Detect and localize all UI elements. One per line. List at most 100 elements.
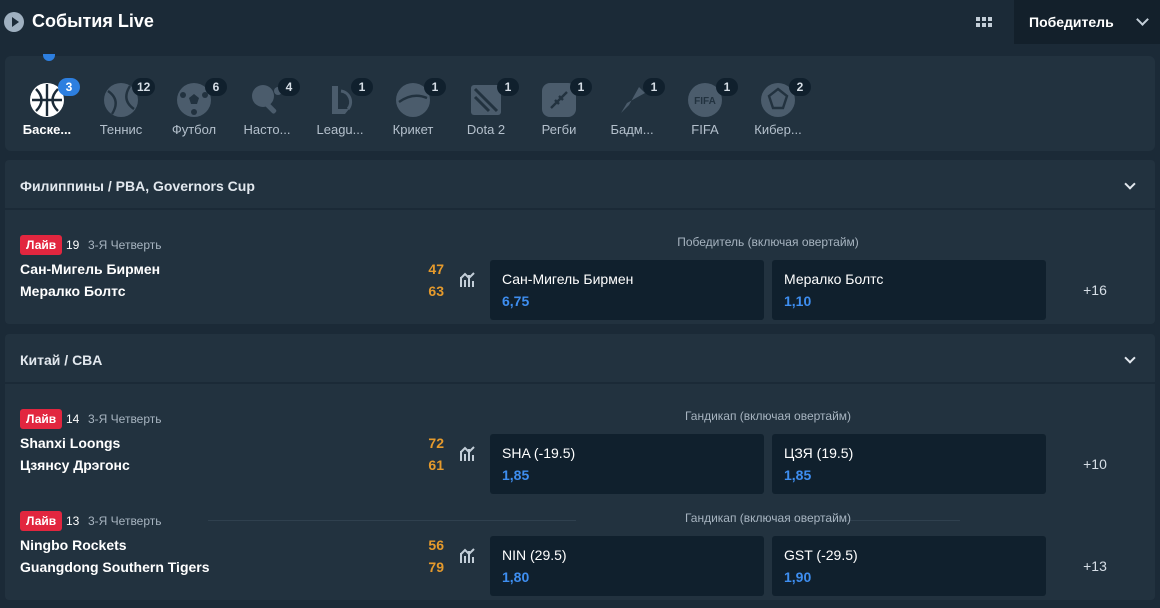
- sport-tab-label: Насто...: [243, 122, 291, 137]
- sport-count-badge: 4: [278, 78, 300, 96]
- sport-count-badge: 1: [351, 78, 373, 96]
- odd-button[interactable]: Мералко Болтс 1,10: [772, 260, 1046, 320]
- team-home[interactable]: Сан-Мигель Бирмен: [20, 261, 161, 277]
- league-header[interactable]: Филиппины / PBA, Governors Cup: [5, 160, 1155, 210]
- live-play-icon: [4, 12, 24, 32]
- sport-tab-cricket[interactable]: 1 Крикет: [376, 56, 450, 151]
- sport-tab-label: Теннис: [99, 122, 143, 137]
- sport-tab-rugby[interactable]: 1 Регби: [522, 56, 596, 151]
- badminton-icon: [615, 83, 649, 117]
- live-badge: Лайв: [20, 511, 63, 531]
- odd-value: 1,80: [502, 569, 530, 585]
- odd-button[interactable]: NIN (29.5) 1,80: [490, 536, 764, 596]
- event-row: Лайв 14 3-Я Четверть Shanxi Loongs Цзянс…: [5, 394, 1155, 496]
- sport-tab-label: Баске...: [22, 122, 72, 137]
- odd-button[interactable]: GST (-29.5) 1,90: [772, 536, 1046, 596]
- grid-view-icon[interactable]: [976, 17, 992, 27]
- collapse-chevron-icon[interactable]: [1124, 178, 1136, 190]
- odd-value: 1,10: [784, 293, 812, 309]
- league-section: Филиппины / PBA, Governors Cup Лайв 19 3…: [5, 160, 1155, 324]
- sport-tab-football[interactable]: 6 Футбол: [157, 56, 231, 151]
- sport-count-badge: 12: [132, 78, 156, 96]
- more-markets-link[interactable]: +10: [1083, 456, 1107, 472]
- sport-count-badge: 1: [643, 78, 665, 96]
- sport-tab-table-tennis[interactable]: 4 Насто...: [230, 56, 304, 151]
- statistics-icon[interactable]: [460, 446, 476, 467]
- more-markets-link[interactable]: +13: [1083, 558, 1107, 574]
- score-away: 79: [428, 559, 444, 575]
- match-period: 3-Я Четверть: [88, 412, 162, 426]
- sport-tab-badminton[interactable]: 1 Бадм...: [595, 56, 669, 151]
- league-header[interactable]: Китай / CBA: [5, 334, 1155, 384]
- league-of-legends-icon: [323, 83, 357, 117]
- sport-tab-tennis[interactable]: 12 Теннис: [84, 56, 158, 151]
- sport-tab-label: Dota 2: [466, 122, 506, 137]
- match-period: 3-Я Четверть: [88, 238, 162, 252]
- team-home[interactable]: Ningbo Rockets: [20, 537, 127, 553]
- league-name: Филиппины / PBA, Governors Cup: [20, 178, 255, 194]
- sport-count-badge: 3: [58, 78, 80, 96]
- team-home[interactable]: Shanxi Loongs: [20, 435, 121, 451]
- league-section: Китай / CBA Лайв 14 3-Я Четверть Shanxi …: [5, 334, 1155, 600]
- sport-tab-label: FIFA: [691, 122, 719, 137]
- sport-tab-dota2[interactable]: 1 Dota 2: [449, 56, 523, 151]
- market-type-label: Победитель: [1029, 14, 1114, 30]
- live-badge: Лайв: [20, 235, 63, 255]
- market-type-dropdown[interactable]: Победитель: [1014, 0, 1160, 44]
- sport-count-badge: 6: [205, 78, 227, 96]
- more-markets-link[interactable]: +16: [1083, 282, 1107, 298]
- odd-value: 1,90: [784, 569, 812, 585]
- score-away: 61: [428, 457, 444, 473]
- score-home: 56: [428, 537, 444, 553]
- sport-tab-league-of-legends[interactable]: 1 Leagu...: [303, 56, 377, 151]
- market-title: Гандикап (включая овертайм): [684, 511, 852, 525]
- statistics-icon[interactable]: [460, 272, 476, 293]
- sport-count-badge: 1: [716, 78, 738, 96]
- divider: [740, 520, 960, 521]
- page-title: События Live: [32, 11, 154, 31]
- sport-count-badge: 2: [789, 78, 811, 96]
- top-header: События Live Победитель: [0, 0, 1160, 44]
- sport-tab-cyber-football[interactable]: 2 Кибер...: [741, 56, 815, 151]
- team-away[interactable]: Цзянсу Дрэгонс: [20, 457, 130, 473]
- divider: [208, 520, 576, 521]
- odd-value: 1,85: [784, 467, 812, 483]
- active-sport-indicator: [43, 54, 55, 61]
- odd-label: Сан-Мигель Бирмен: [502, 271, 634, 287]
- match-period: 3-Я Четверть: [88, 514, 162, 528]
- sport-tab-basketball[interactable]: 3 Баске...: [10, 56, 84, 151]
- odd-button[interactable]: Сан-Мигель Бирмен 6,75: [490, 260, 764, 320]
- sport-tab-label: Футбол: [171, 122, 217, 137]
- team-away[interactable]: Мералко Болтс: [20, 283, 126, 299]
- score-away: 63: [428, 283, 444, 299]
- odd-button[interactable]: ЦЗЯ (19.5) 1,85: [772, 434, 1046, 494]
- score-home: 72: [428, 435, 444, 451]
- odd-label: GST (-29.5): [784, 547, 858, 563]
- event-row: Лайв 13 3-Я Четверть Ningbo Rockets Guan…: [5, 496, 1155, 598]
- statistics-icon[interactable]: [460, 548, 476, 569]
- sport-tab-label: Бадм...: [610, 122, 654, 137]
- market-title: Гандикап (включая овертайм): [684, 409, 852, 423]
- odd-label: NIN (29.5): [502, 547, 567, 563]
- odd-value: 1,85: [502, 467, 530, 483]
- odd-value: 6,75: [502, 293, 530, 309]
- dota2-icon: [471, 85, 501, 115]
- odd-label: Мералко Болтс: [784, 271, 884, 287]
- svg-text:FIFA: FIFA: [694, 96, 716, 107]
- sport-tab-label: Leagu...: [316, 122, 364, 137]
- sports-filter-bar: 3 Баске... 12 Теннис 6 Футбол 4 Насто...…: [5, 54, 1155, 151]
- sport-tab-label: Крикет: [392, 122, 434, 137]
- odd-label: SHA (-19.5): [502, 445, 576, 461]
- market-title: Победитель (включая овертайм): [677, 235, 859, 249]
- match-minute: 14: [66, 412, 80, 426]
- sport-count-badge: 1: [570, 78, 592, 96]
- odd-label: ЦЗЯ (19.5): [784, 445, 854, 461]
- collapse-chevron-icon[interactable]: [1124, 352, 1136, 364]
- live-badge: Лайв: [20, 409, 63, 429]
- team-away[interactable]: Guangdong Southern Tigers: [20, 559, 210, 575]
- sport-tab-label: Регби: [541, 122, 577, 137]
- match-minute: 19: [66, 238, 80, 252]
- sport-tab-fifa[interactable]: FIFA 1 FIFA: [668, 56, 742, 151]
- score-home: 47: [428, 261, 444, 277]
- odd-button[interactable]: SHA (-19.5) 1,85: [490, 434, 764, 494]
